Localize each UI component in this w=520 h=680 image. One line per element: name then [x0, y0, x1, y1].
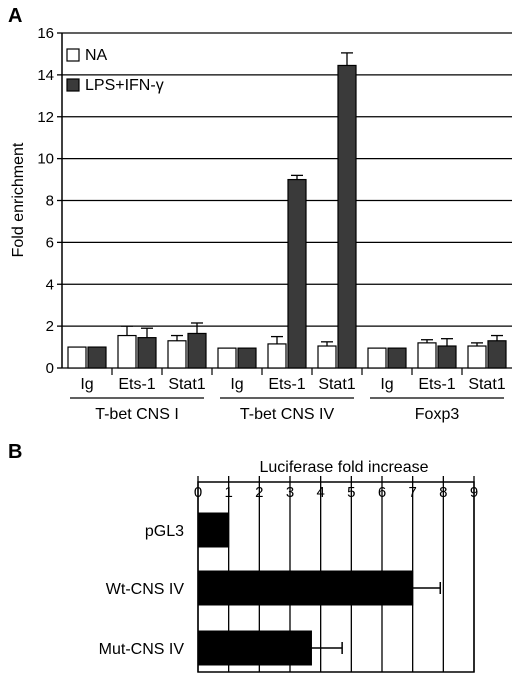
panel-label-a: A [8, 5, 22, 27]
legend-label-na: NA [85, 47, 108, 64]
bar-na [117, 334, 137, 369]
category-label: Ets-1 [118, 376, 155, 393]
category-label: Stat1 [318, 376, 355, 393]
x-tick-label: 5 [347, 484, 355, 501]
bar-lps-ifn [87, 346, 107, 369]
y-tick-label: 6 [46, 234, 54, 251]
panel-label-b: B [8, 441, 22, 463]
y-tick-label: 8 [46, 193, 54, 210]
bar-lps-ifn [187, 332, 207, 369]
y-tick-label: 2 [46, 318, 54, 335]
hbar [197, 570, 414, 606]
y-tick-label: 4 [46, 276, 54, 293]
x-tick-label: 2 [255, 484, 263, 501]
legend-swatch-lps-ifn [66, 78, 80, 92]
x-tick-label: 8 [439, 484, 447, 501]
bar-na [367, 347, 387, 369]
bar-lps-ifn [487, 340, 507, 369]
bar-na [467, 345, 487, 369]
category-label-b: pGL3 [145, 523, 184, 540]
x-tick-label: 6 [378, 484, 386, 501]
bar-lps-ifn [137, 337, 157, 369]
category-label: Ig [80, 376, 93, 393]
category-label-b: Mut-CNS IV [99, 641, 185, 658]
bar-na [167, 340, 187, 369]
bar-lps-ifn [387, 347, 407, 369]
bar-lps-ifn [437, 345, 457, 369]
group-label: T-bet CNS IV [240, 406, 335, 423]
bar-na [217, 347, 237, 369]
bar-na [417, 342, 437, 369]
y-axis-label: Fold enrichment [10, 142, 27, 257]
legend-label-lps-ifn: LPS+IFN-γ [85, 77, 164, 94]
y-tick-label: 12 [37, 109, 54, 126]
bar-na [67, 346, 87, 369]
bar-na [267, 343, 287, 369]
x-tick-label: 7 [408, 484, 416, 501]
bar-lps-ifn [337, 64, 357, 369]
y-tick-label: 16 [37, 25, 54, 42]
hbar [197, 512, 230, 548]
category-label: Ets-1 [418, 376, 455, 393]
category-label: Stat1 [168, 376, 205, 393]
y-tick-label: 14 [37, 67, 54, 84]
hbar [197, 630, 312, 666]
bar-lps-ifn [287, 178, 307, 369]
category-label: Stat1 [468, 376, 505, 393]
category-label-b: Wt-CNS IV [106, 581, 185, 598]
bar-lps-ifn [237, 347, 257, 369]
group-label: Foxp3 [415, 406, 460, 423]
bar-na [317, 345, 337, 369]
x-tick-label: 4 [316, 484, 324, 501]
x-axis-label: Luciferase fold increase [260, 459, 429, 476]
group-label: T-bet CNS I [95, 406, 179, 423]
y-tick-label: 0 [46, 360, 54, 377]
x-tick-label: 1 [224, 484, 232, 501]
legend-swatch-na [66, 48, 80, 62]
x-tick-label: 3 [286, 484, 294, 501]
category-label: Ig [230, 376, 243, 393]
y-tick-label: 10 [37, 151, 54, 168]
category-label: Ig [380, 376, 393, 393]
category-label: Ets-1 [268, 376, 305, 393]
